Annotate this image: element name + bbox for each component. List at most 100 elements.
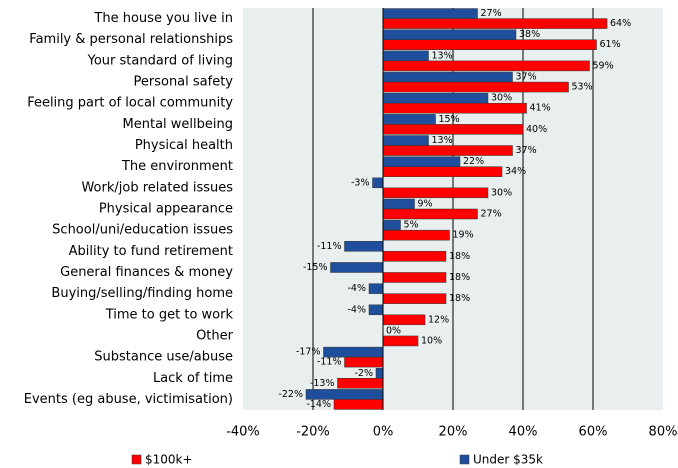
x-tick-label: -20% (296, 425, 330, 440)
x-tick-label: 60% (579, 425, 608, 440)
value-label: -14% (306, 399, 331, 410)
bar (382, 135, 429, 146)
value-label: 18% (449, 251, 470, 262)
value-label: 30% (491, 187, 512, 198)
value-label: 0% (386, 325, 401, 336)
bar (382, 81, 569, 93)
bar (344, 356, 384, 368)
bar (337, 378, 384, 389)
bar (382, 272, 447, 283)
value-label: -13% (310, 378, 335, 389)
bar (382, 293, 447, 304)
value-label: -15% (303, 262, 328, 273)
value-label: 22% (463, 156, 484, 167)
category-label: Substance use/abuse (94, 350, 233, 365)
x-tick-label: 80% (649, 425, 678, 440)
bar (382, 50, 429, 62)
value-label: -4% (348, 304, 367, 315)
bar (382, 71, 513, 83)
category-label: The house you live in (93, 11, 233, 26)
value-label: 37% (516, 72, 537, 83)
value-label: 10% (421, 335, 442, 346)
value-label: 15% (439, 114, 460, 125)
value-label: 9% (418, 199, 433, 210)
category-label: Events (eg abuse, victimisation) (24, 392, 233, 407)
bar (382, 166, 503, 177)
value-label: 5% (404, 220, 419, 231)
category-label: Buying/selling/finding home (51, 286, 233, 301)
category-label: Family & personal relationships (29, 32, 233, 47)
category-label: School/uni/education issues (52, 223, 233, 238)
value-label: 37% (516, 145, 537, 156)
category-label: The environment (121, 159, 233, 174)
bar (382, 314, 426, 326)
legend-label: Under $35k (473, 453, 543, 467)
bar (333, 399, 384, 410)
value-label: 18% (449, 293, 470, 304)
value-label: 12% (428, 314, 449, 325)
value-label: 30% (491, 93, 512, 104)
bar (382, 60, 590, 72)
bar (344, 241, 384, 252)
value-label: 61% (600, 39, 621, 50)
category-label: Other (196, 328, 234, 343)
bar (382, 39, 597, 50)
bar (382, 198, 415, 210)
x-tick-label: 0% (373, 425, 394, 440)
value-label: 38% (519, 29, 540, 40)
bar (382, 208, 478, 220)
category-label: Lack of time (153, 371, 233, 386)
bar (382, 124, 524, 135)
bar (382, 18, 608, 29)
bar (382, 145, 513, 156)
category-label: Time to get to work (105, 307, 234, 322)
value-label: -4% (348, 283, 367, 294)
bar (382, 92, 489, 104)
bar (382, 229, 450, 241)
bar (382, 114, 436, 125)
category-label: General finances & money (60, 265, 233, 280)
bar (382, 187, 489, 199)
x-tick-label: 40% (509, 425, 538, 440)
bar (368, 283, 384, 294)
value-label: 19% (453, 230, 474, 241)
x-tick-label: 20% (439, 425, 468, 440)
category-label: Your standard of living (87, 53, 233, 68)
bar (382, 219, 401, 231)
bar (382, 251, 447, 262)
value-label: 59% (593, 60, 614, 71)
bar (330, 262, 384, 273)
value-label: -17% (296, 347, 321, 358)
legend-label: $100k+ (145, 453, 193, 467)
bar (382, 335, 419, 347)
bar (323, 346, 384, 358)
x-tick-label: -40% (226, 425, 260, 440)
legend-swatch (459, 454, 470, 465)
bar (305, 389, 384, 400)
bar (382, 102, 527, 114)
legend-swatch (131, 454, 142, 465)
category-label: Mental wellbeing (123, 117, 233, 132)
value-label: 13% (432, 135, 453, 146)
category-label: Feeling part of local community (27, 96, 233, 111)
bar (372, 177, 384, 189)
value-label: -22% (278, 389, 303, 400)
category-label: Work/job related issues (81, 180, 233, 195)
value-label: -3% (351, 177, 370, 188)
value-label: 27% (481, 209, 502, 220)
bar (382, 29, 517, 40)
bar (375, 368, 384, 379)
value-label: 41% (530, 103, 551, 114)
bar (382, 156, 461, 167)
value-label: 34% (505, 166, 526, 177)
value-label: -11% (317, 357, 342, 368)
category-label: Ability to fund retirement (69, 244, 233, 259)
value-label: 27% (481, 8, 502, 19)
value-label: 64% (610, 18, 631, 29)
bar (368, 304, 384, 316)
bar (382, 8, 478, 19)
category-label: Personal safety (134, 75, 234, 90)
value-label: 40% (526, 124, 547, 135)
value-label: 13% (432, 50, 453, 61)
